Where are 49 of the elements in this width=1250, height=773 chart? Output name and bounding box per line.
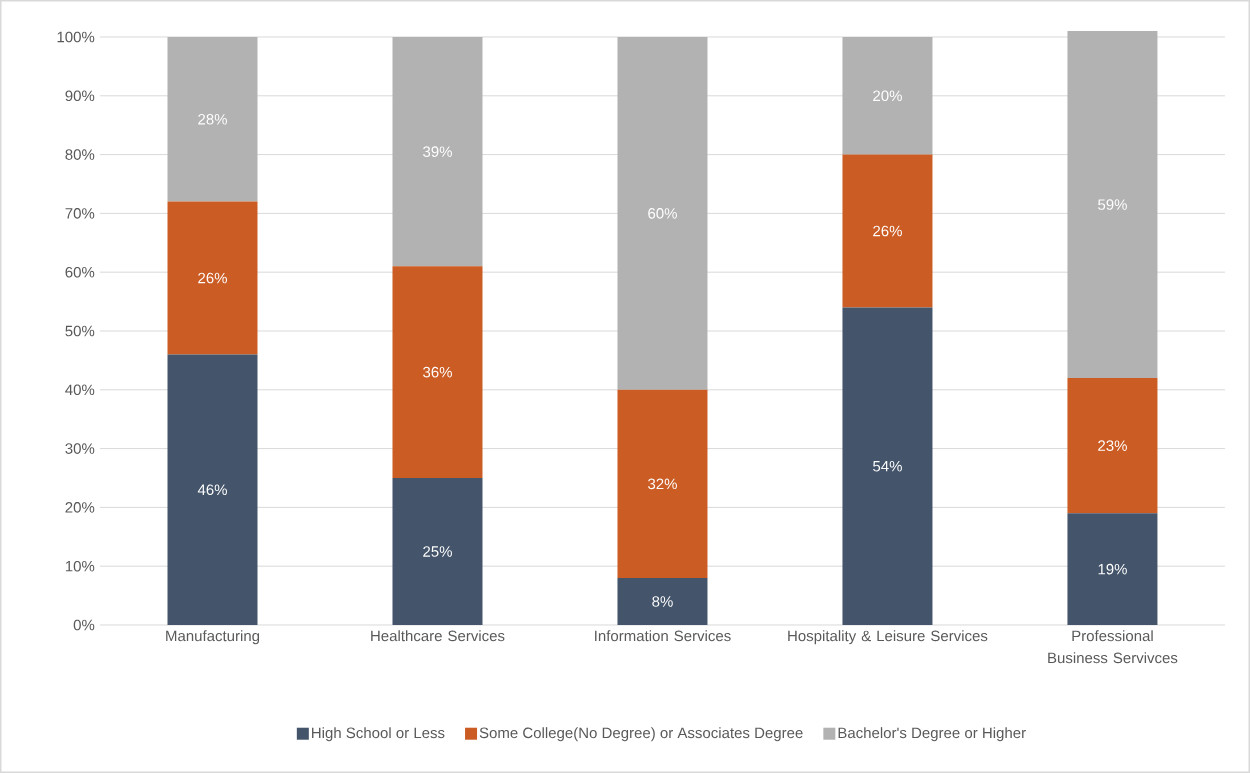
y-tick-label: 10%: [65, 560, 95, 572]
bar: [167, 201, 258, 355]
legend-label: Bachelor's Degree or Higher: [838, 727, 1026, 742]
y-tick-label: 40%: [65, 384, 95, 396]
data-label: 39%: [423, 146, 452, 157]
bar: [842, 307, 933, 625]
bar: [617, 389, 708, 578]
bar: [1067, 31, 1158, 379]
x-tick-label: Information Services: [595, 630, 731, 642]
bar: [392, 266, 483, 478]
data-label: 8%: [652, 596, 673, 607]
bar: [1067, 513, 1158, 625]
y-tick-label: 50%: [65, 325, 95, 337]
y-tick-label: 0%: [73, 619, 95, 631]
bar: [167, 354, 258, 625]
data-label: 25%: [423, 546, 452, 557]
y-tick-label: 30%: [65, 443, 95, 454]
bar: [617, 36, 708, 390]
data-label: 20%: [873, 90, 902, 102]
bar: [842, 154, 933, 308]
data-label: 46%: [197, 484, 227, 496]
bar: [1067, 378, 1158, 514]
y-tick-label: 20%: [65, 502, 95, 513]
data-label: 54%: [873, 460, 902, 472]
x-tick-label: Manufacturing: [166, 630, 260, 645]
x-tick-label: Professional Business Servivces: [1048, 630, 1178, 664]
data-label: 26%: [873, 225, 902, 237]
bar: [167, 36, 258, 202]
data-label: 23%: [1098, 440, 1127, 451]
bar: [392, 477, 483, 625]
data-label: 19%: [1098, 563, 1127, 575]
data-label: 60%: [648, 208, 677, 219]
data-label: 26%: [198, 272, 227, 284]
data-label: 28%: [198, 114, 227, 125]
x-tick-label: Healthcare Services: [371, 630, 505, 642]
y-tick-label: 90%: [65, 90, 95, 102]
legend-label: Some College(No Degree) or Associates Degree: [479, 727, 803, 742]
data-label: 59%: [1098, 199, 1127, 210]
data-label: 36%: [423, 366, 452, 378]
y-tick-label: 70%: [65, 208, 95, 219]
y-tick-label: 80%: [65, 149, 95, 160]
y-tick-label: 100%: [57, 31, 95, 43]
bar: [617, 577, 708, 625]
data-label: 32%: [648, 478, 677, 490]
bar: [842, 36, 933, 155]
bar: [392, 36, 483, 267]
x-tick-label: Hospitality & Leisure Services: [788, 630, 988, 645]
y-tick-label: 60%: [65, 266, 95, 278]
legend-label: High School or Less: [312, 727, 445, 742]
